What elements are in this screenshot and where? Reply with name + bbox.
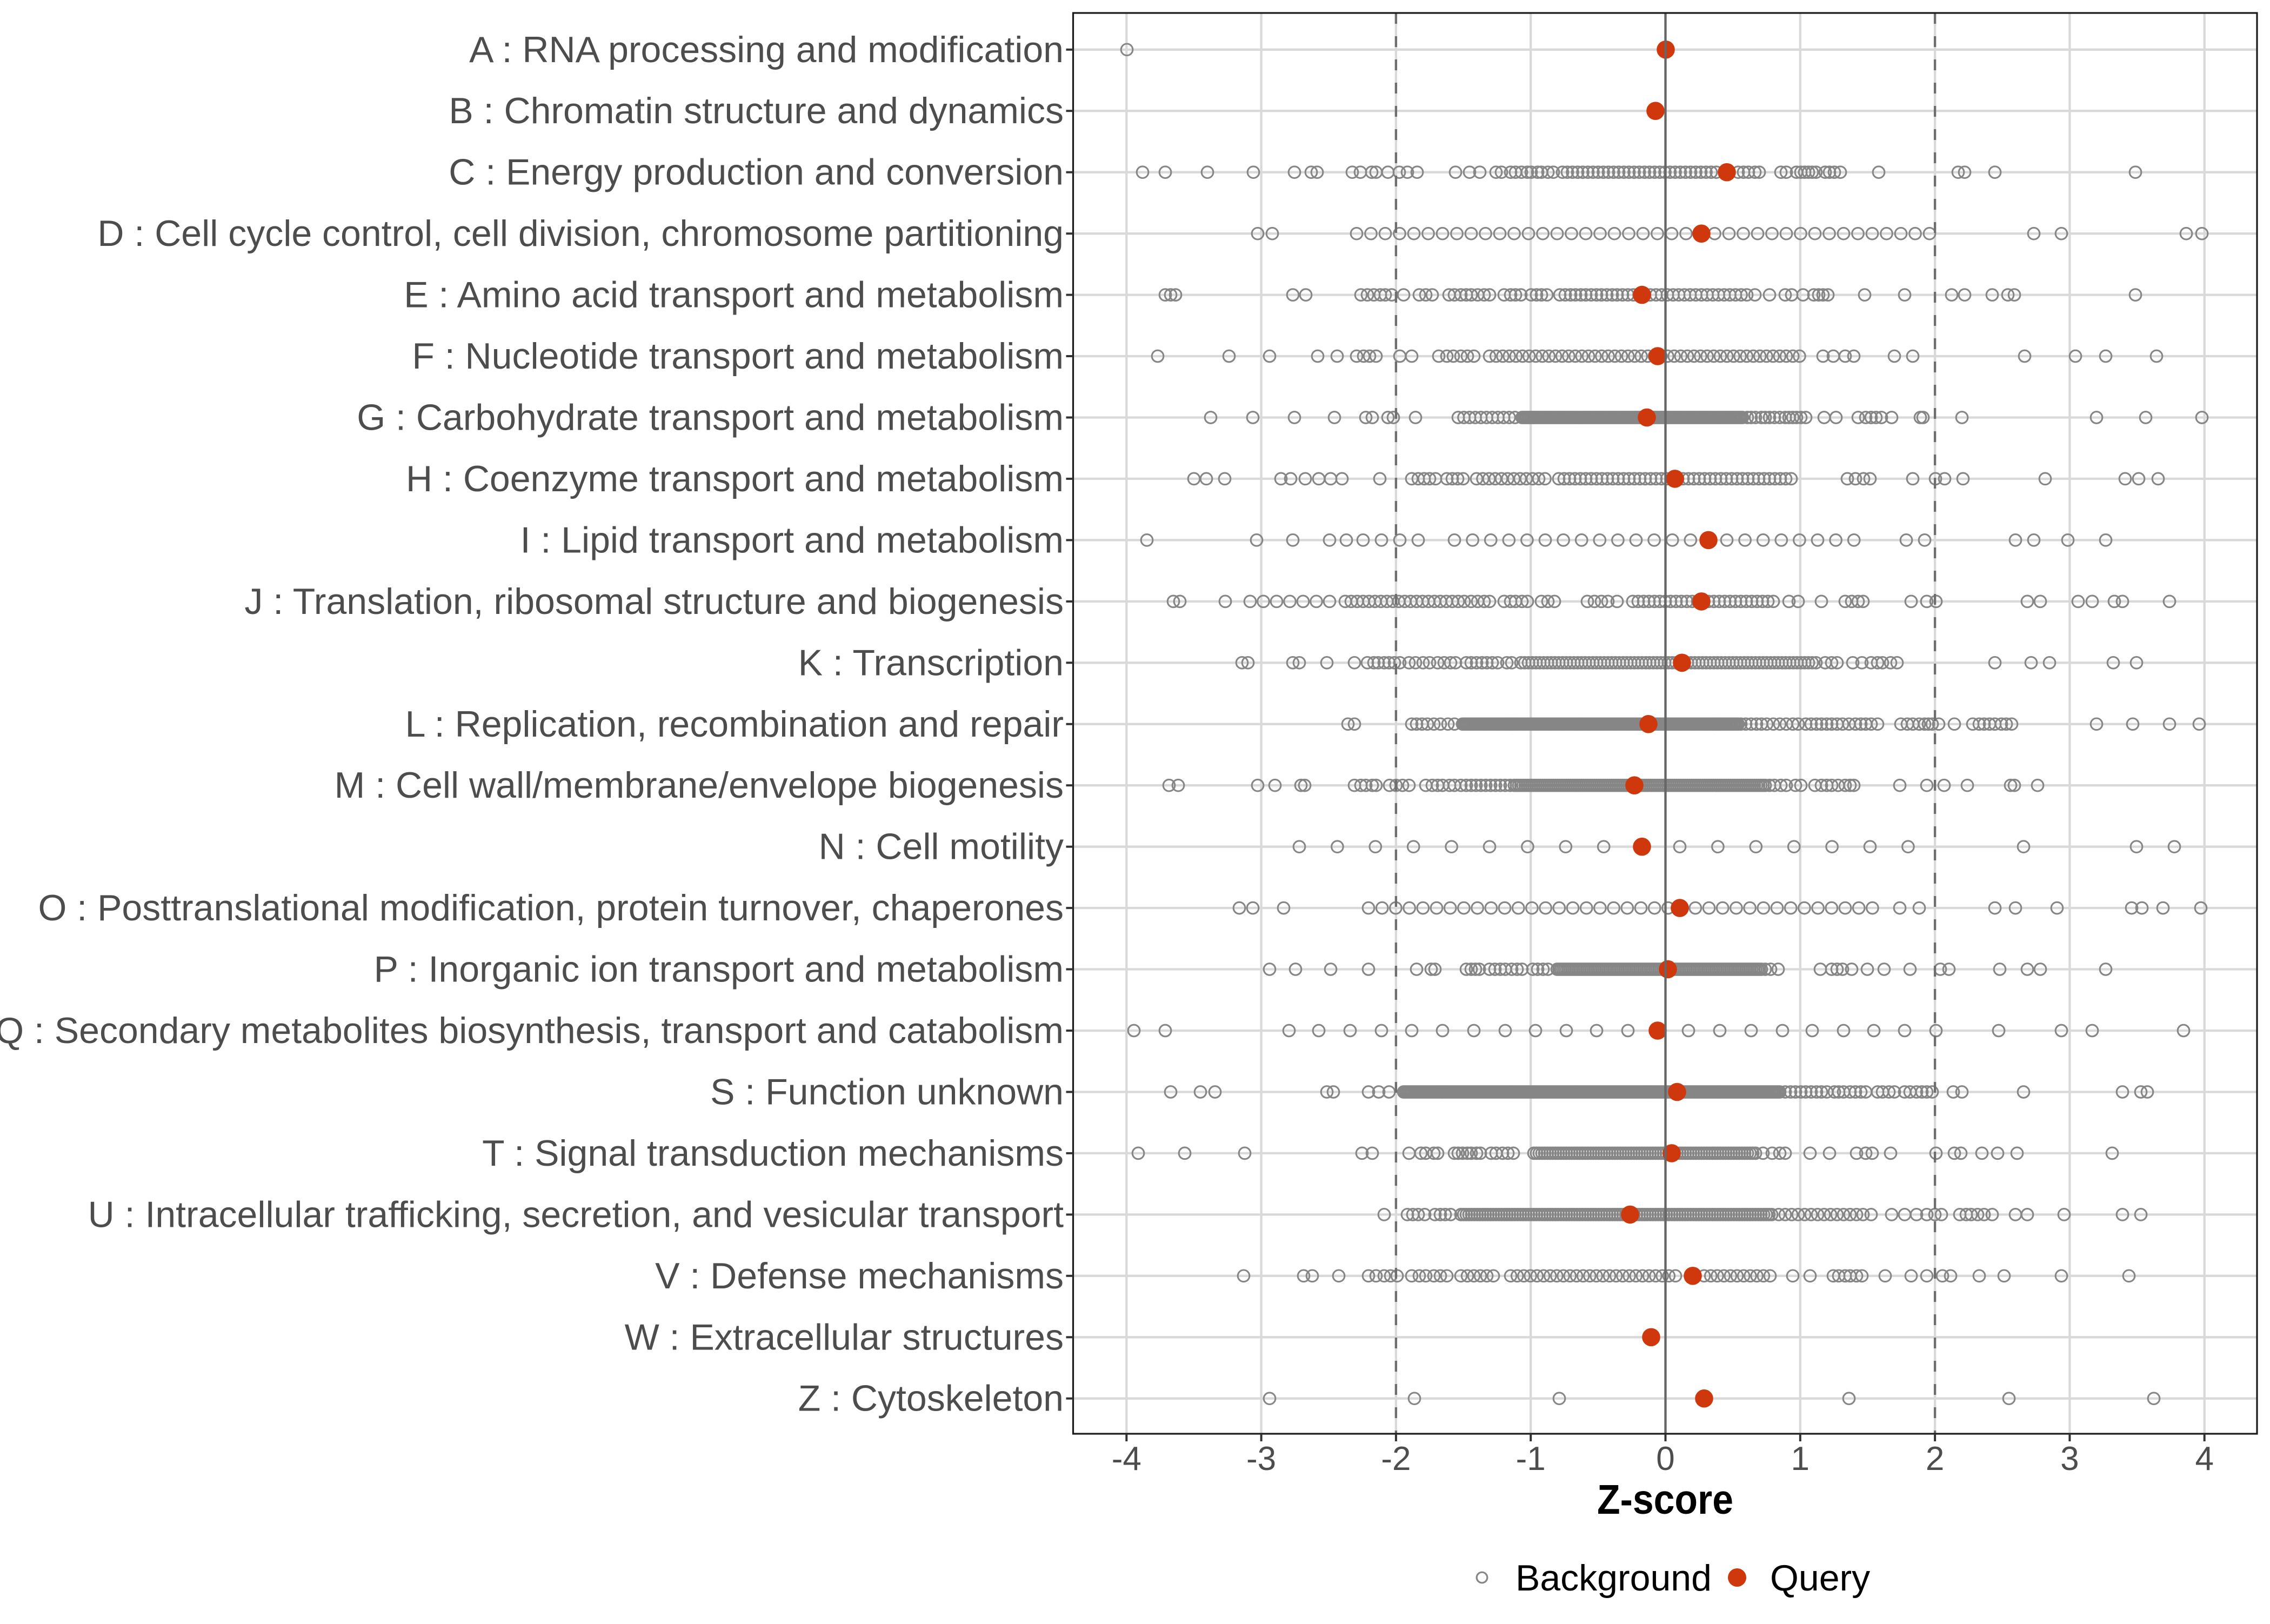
svg-text:Z-score: Z-score: [1597, 1476, 1733, 1523]
svg-text:N : Cell motility: N : Cell motility: [819, 826, 1064, 867]
svg-text:Background: Background: [1515, 1558, 1712, 1599]
svg-text:Z : Cytoskeleton: Z : Cytoskeleton: [798, 1378, 1064, 1419]
svg-text:U : Intracellular trafficking,: U : Intracellular trafficking, secretion…: [88, 1194, 1064, 1235]
svg-text:Q : Secondary metabolites bios: Q : Secondary metabolites biosynthesis, …: [0, 1010, 1064, 1051]
svg-text:H : Coenzyme transport and met: H : Coenzyme transport and metabolism: [406, 458, 1064, 499]
svg-text:I : Lipid transport and metabo: I : Lipid transport and metabolism: [520, 519, 1064, 560]
svg-text:Query: Query: [1770, 1558, 1870, 1599]
svg-text:J : Translation, ribosomal str: J : Translation, ribosomal structure and…: [244, 581, 1064, 622]
svg-text:C : Energy production and conv: C : Energy production and conversion: [449, 152, 1064, 193]
svg-text:K : Transcription: K : Transcription: [798, 642, 1064, 683]
svg-text:T : Signal transduction mechan: T : Signal transduction mechanisms: [482, 1133, 1064, 1174]
svg-text:G : Carbohydrate transport and: G : Carbohydrate transport and metabolis…: [357, 397, 1064, 438]
svg-text:A : RNA processing and modific: A : RNA processing and modification: [469, 29, 1064, 70]
svg-text:S : Function unknown: S : Function unknown: [710, 1072, 1064, 1113]
svg-text:1: 1: [1791, 1440, 1810, 1478]
svg-text:D : Cell cycle control, cell d: D : Cell cycle control, cell division, c…: [97, 213, 1064, 254]
svg-text:W : Extracellular structures: W : Extracellular structures: [625, 1316, 1064, 1358]
svg-text:P : Inorganic ion transport an: P : Inorganic ion transport and metaboli…: [374, 949, 1064, 990]
svg-text:4: 4: [2195, 1440, 2213, 1478]
svg-text:-3: -3: [1246, 1440, 1276, 1478]
svg-text:B : Chromatin structure and dy: B : Chromatin structure and dynamics: [449, 90, 1064, 131]
svg-text:V : Defense mechanisms: V : Defense mechanisms: [655, 1255, 1064, 1296]
svg-text:-2: -2: [1381, 1440, 1411, 1478]
svg-text:O : Posttranslational modifica: O : Posttranslational modification, prot…: [38, 887, 1064, 928]
svg-text:-1: -1: [1516, 1440, 1546, 1478]
svg-text:M : Cell wall/membrane/envelop: M : Cell wall/membrane/envelope biogenes…: [335, 765, 1064, 806]
svg-text:L : Replication, recombination: L : Replication, recombination and repai…: [405, 704, 1064, 745]
svg-text:F : Nucleotide transport and m: F : Nucleotide transport and metabolism: [412, 336, 1064, 377]
svg-text:0: 0: [1656, 1440, 1674, 1478]
svg-text:3: 3: [2060, 1440, 2079, 1478]
svg-text:E : Amino acid transport and m: E : Amino acid transport and metabolism: [404, 275, 1064, 316]
svg-text:2: 2: [1926, 1440, 1944, 1478]
svg-text:-4: -4: [1112, 1440, 1141, 1478]
